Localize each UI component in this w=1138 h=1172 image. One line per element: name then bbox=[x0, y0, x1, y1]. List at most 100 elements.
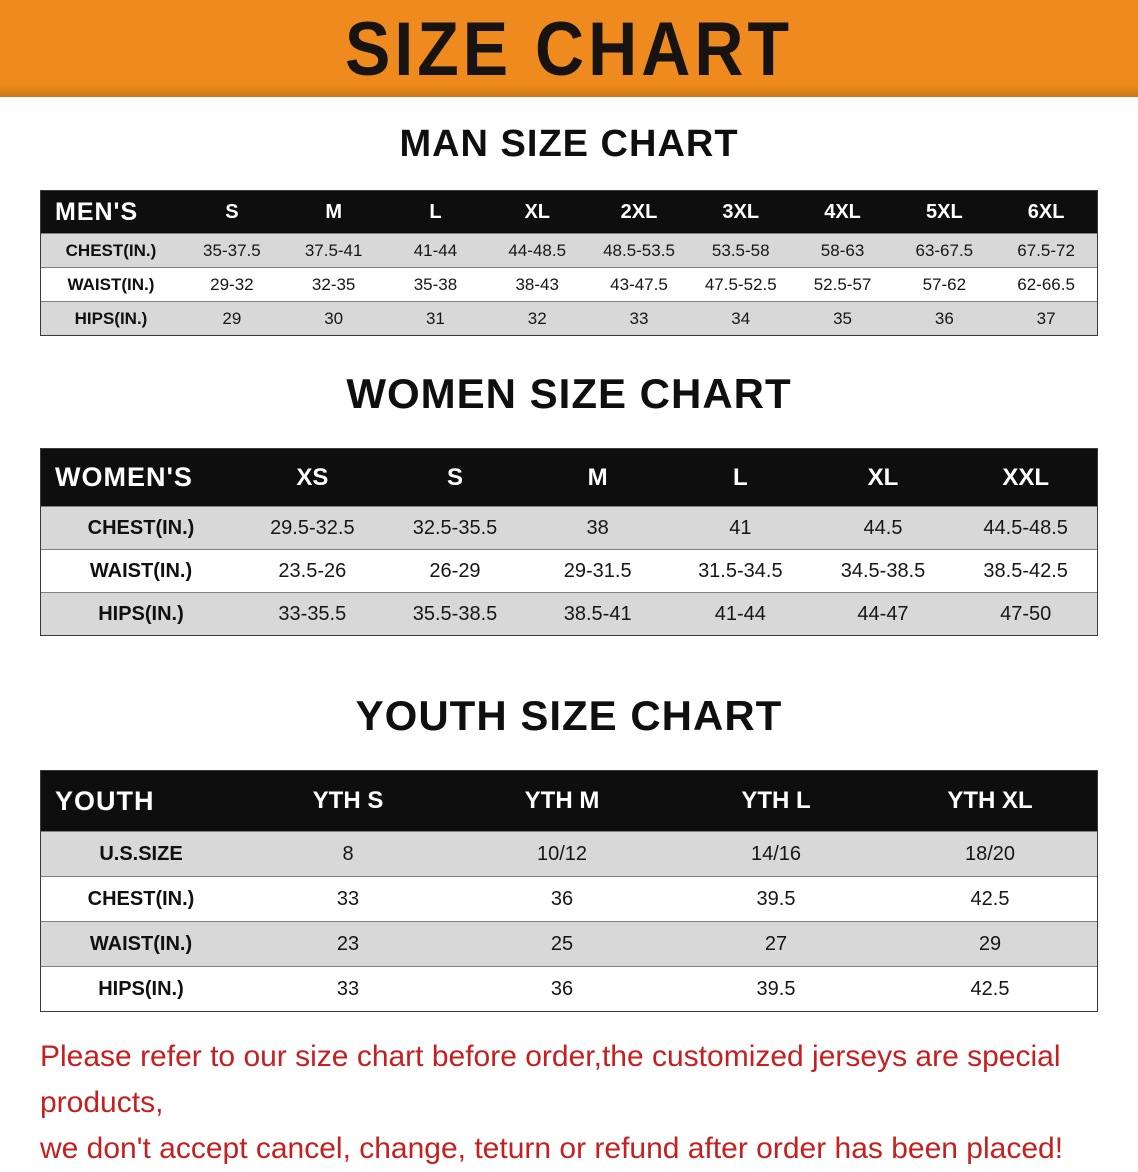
row-label: U.S.SIZE bbox=[99, 842, 183, 865]
table-cell: 32.5-35.5 bbox=[412, 516, 498, 539]
column-header: XL bbox=[867, 463, 899, 491]
column-header: YTH M bbox=[524, 787, 600, 814]
table-cell: 44-48.5 bbox=[508, 240, 567, 260]
table-row: HIPS(IN.) 33-35.5 35.5-38.5 38.5-41 41-44 44-… bbox=[41, 592, 1097, 635]
column-header: YTH XL bbox=[947, 787, 1033, 814]
page-title: SIZE CHART bbox=[345, 5, 793, 92]
table-cell: 52.5-57 bbox=[813, 274, 872, 294]
table-cell: 36 bbox=[934, 308, 954, 328]
table-cell: 31 bbox=[425, 308, 445, 328]
table-cell: 29.5-32.5 bbox=[270, 516, 355, 539]
table-cell: 44-47 bbox=[857, 602, 909, 625]
table-row: WAIST(IN.) 23 25 27 29 bbox=[41, 921, 1097, 966]
women-size-table: WOMEN'S XS S M L XL XXL CHEST(IN.) 29.5-32.5 32.5… bbox=[40, 448, 1098, 636]
column-header: XL bbox=[524, 200, 550, 223]
table-cell: 41-44 bbox=[714, 602, 766, 625]
column-header: 3XL bbox=[722, 200, 760, 223]
table-cell: 57-62 bbox=[922, 274, 967, 294]
row-label: HIPS(IN.) bbox=[74, 308, 148, 328]
row-label: CHEST(IN.) bbox=[65, 240, 157, 260]
table-cell: 34 bbox=[731, 308, 751, 328]
table-cell: 32-35 bbox=[311, 274, 356, 294]
table-cell: 35 bbox=[833, 308, 852, 328]
table-cell: 38-43 bbox=[515, 274, 559, 294]
table-cell: 23 bbox=[336, 932, 360, 955]
table-row: WAIST(IN.) 29-32 32-35 35-38 38-43 43-47.5 47.… bbox=[41, 267, 1097, 301]
table-cell: 41 bbox=[729, 516, 752, 539]
column-header: YTH S bbox=[312, 787, 384, 814]
table-cell: 44.5-48.5 bbox=[983, 516, 1068, 539]
row-label: CHEST(IN.) bbox=[87, 516, 195, 539]
column-header: L bbox=[732, 463, 748, 491]
table-cell: 14/16 bbox=[750, 842, 802, 865]
youth-section-heading: YOUTH SIZE CHART bbox=[355, 692, 783, 739]
row-label: HIPS(IN.) bbox=[98, 977, 184, 1000]
table-cell: 32 bbox=[527, 308, 547, 328]
disclaimer-line-1: Please refer to our size chart before or… bbox=[40, 1040, 1061, 1119]
column-header: 6XL bbox=[1027, 200, 1065, 223]
banner: SIZE CHART bbox=[0, 0, 1138, 97]
table-cell: 36 bbox=[550, 977, 574, 1000]
column-header: L bbox=[429, 200, 442, 223]
table-cell: 35-37.5 bbox=[203, 240, 261, 260]
table-cell: 27 bbox=[764, 932, 788, 955]
table-cell: 53.5-58 bbox=[711, 240, 770, 260]
table-row: CHEST(IN.) 33 36 39.5 42.5 bbox=[41, 876, 1097, 921]
table-cell: 63-67.5 bbox=[915, 240, 974, 260]
table-cell: 37.5-41 bbox=[304, 240, 363, 260]
table-cell: 47-50 bbox=[1000, 602, 1052, 625]
table-row: WAIST(IN.) 23.5-26 26-29 29-31.5 31.5-34.5 34… bbox=[41, 549, 1097, 592]
column-header: 4XL bbox=[824, 200, 861, 223]
table-row: CHEST(IN.) 29.5-32.5 32.5-35.5 38 41 44.5 44.5… bbox=[41, 506, 1097, 549]
table-cell: 35-38 bbox=[413, 274, 458, 294]
women-size-section: WOMEN SIZE CHART WOMEN'S XS S M L XL XXL CHEST(… bbox=[0, 370, 1138, 636]
table-cell: 38.5-41 bbox=[563, 602, 632, 625]
table-cell: 35.5-38.5 bbox=[412, 602, 498, 625]
column-header: XXL bbox=[1002, 463, 1049, 491]
table-cell: 41-44 bbox=[413, 240, 458, 260]
table-cell: 39.5 bbox=[756, 887, 796, 910]
column-header: M bbox=[325, 200, 342, 223]
youth-size-section: YOUTH SIZE CHART YOUTH YTH S YTH M YTH L YTH… bbox=[0, 692, 1138, 1012]
table-cell: 67.5-72 bbox=[1017, 240, 1075, 260]
table-header-row: YOUTH YTH S YTH M YTH L YTH XL bbox=[41, 771, 1097, 831]
row-label: WAIST(IN.) bbox=[89, 559, 193, 582]
table-row: HIPS(IN.) 33 36 39.5 42.5 bbox=[41, 966, 1097, 1011]
table-cell: 34.5-38.5 bbox=[840, 559, 926, 582]
table-cell: 62-66.5 bbox=[1017, 274, 1075, 294]
table-cell: 58-63 bbox=[820, 240, 865, 260]
table-cell: 26-29 bbox=[429, 559, 481, 582]
men-size-table: MEN'S S M L XL 2XL 3XL 4XL 5XL 6XL CHEST(IN.) 35-37… bbox=[40, 190, 1098, 336]
table-cell: 8 bbox=[342, 842, 354, 865]
table-cell: 48.5-53.5 bbox=[603, 240, 675, 260]
table-header-row: MEN'S S M L XL 2XL 3XL 4XL 5XL 6XL bbox=[41, 191, 1097, 233]
column-header: M bbox=[587, 463, 608, 491]
column-header: 5XL bbox=[925, 200, 963, 223]
table-row: U.S.SIZE 8 10/12 14/16 18/20 bbox=[41, 831, 1097, 876]
table-header-row: WOMEN'S XS S M L XL XXL bbox=[41, 449, 1097, 506]
table-cell: 44.5 bbox=[863, 516, 903, 539]
table-cell: 37 bbox=[1036, 308, 1056, 328]
row-label: WAIST(IN.) bbox=[67, 274, 155, 294]
disclaimer-line-2: we don't accept cancel, change, teturn o… bbox=[40, 1132, 1064, 1165]
table-cell: 36 bbox=[550, 887, 574, 910]
youth-size-table: YOUTH YTH S YTH M YTH L YTH XL U.S.SIZE 8 10/12… bbox=[40, 770, 1098, 1012]
table-cell: 29 bbox=[222, 308, 242, 328]
disclaimer: Please refer to our size chart before or… bbox=[40, 1034, 1118, 1172]
table-cell: 33 bbox=[336, 887, 360, 910]
women-section-heading: WOMEN SIZE CHART bbox=[346, 370, 792, 417]
column-header: S bbox=[225, 200, 239, 223]
table-corner-label: YOUTH bbox=[55, 785, 155, 816]
table-cell: 25 bbox=[550, 932, 574, 955]
table-cell: 29 bbox=[978, 932, 1002, 955]
column-header: XS bbox=[296, 463, 329, 491]
column-header: S bbox=[446, 463, 463, 491]
table-cell: 31.5-34.5 bbox=[698, 559, 783, 582]
row-label: HIPS(IN.) bbox=[98, 602, 184, 625]
table-cell: 42.5 bbox=[970, 887, 1010, 910]
table-cell: 30 bbox=[324, 308, 344, 328]
table-cell: 38.5-42.5 bbox=[983, 559, 1068, 582]
table-cell: 18/20 bbox=[964, 842, 1016, 865]
table-row: HIPS(IN.) 29 30 31 32 33 34 35 36 37 bbox=[41, 301, 1097, 335]
table-cell: 33 bbox=[336, 977, 360, 1000]
